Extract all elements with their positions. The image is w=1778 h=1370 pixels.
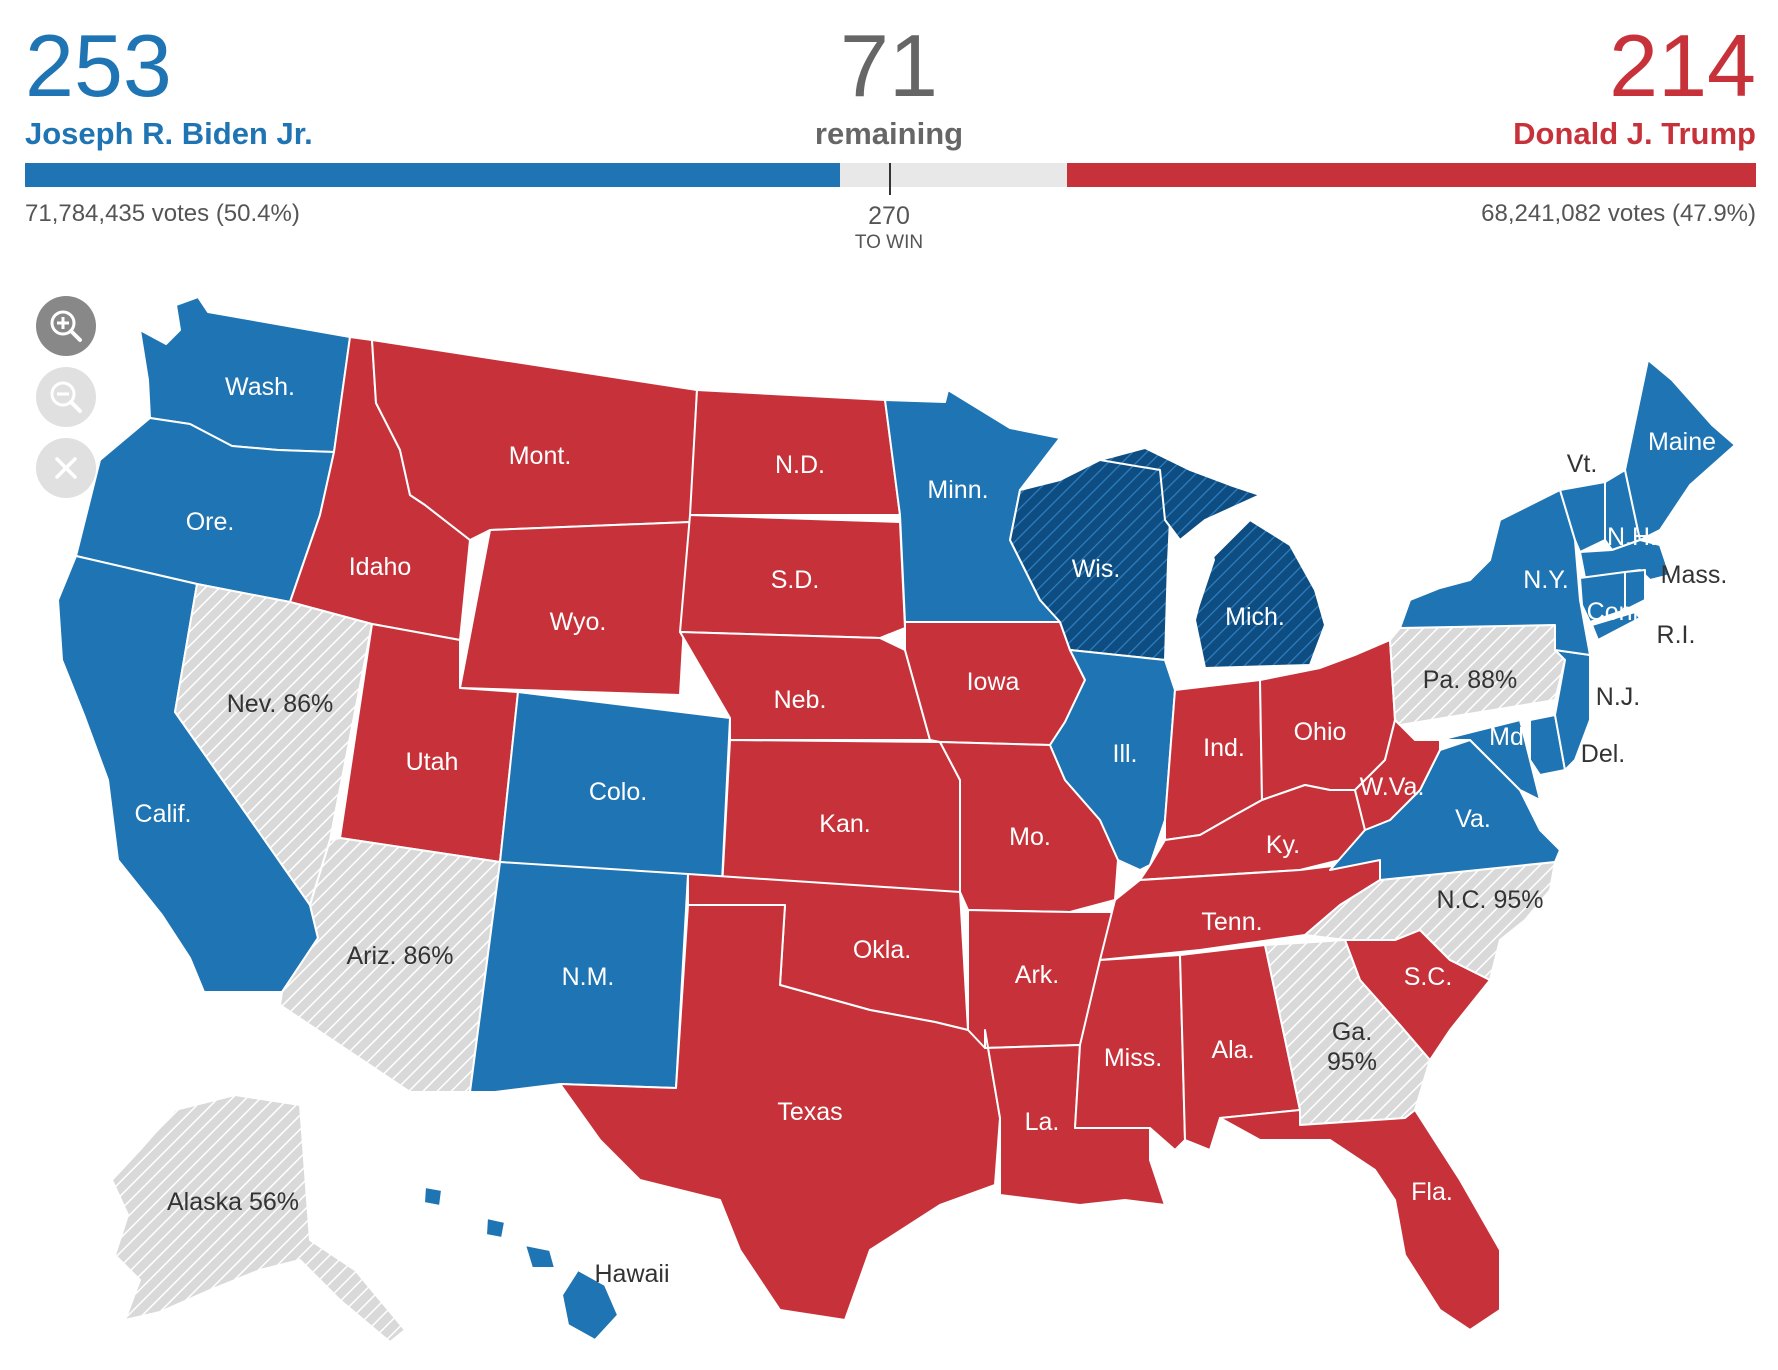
label-nm: N.M.	[562, 963, 615, 991]
state-ri[interactable]	[1624, 569, 1646, 611]
state-hawaii-maui[interactable]	[524, 1244, 556, 1269]
state-long-island[interactable]	[1591, 611, 1641, 641]
label-wis: Wis.	[1072, 555, 1121, 583]
state-texas[interactable]	[559, 904, 1001, 1321]
trump-progress-bar	[1067, 163, 1756, 187]
state-md[interactable]	[1439, 719, 1541, 801]
label-neb: Neb.	[774, 686, 827, 714]
label-del: Del.	[1581, 740, 1625, 768]
remaining-progress-bar	[840, 163, 1067, 187]
label-ariz: Ariz. 86%	[347, 942, 454, 970]
state-hawaii-kauai[interactable]	[423, 1186, 443, 1207]
state-mich-upper[interactable]	[1099, 447, 1261, 541]
label-conn: Conn.	[1587, 598, 1654, 626]
label-alaska: Alaska 56%	[167, 1188, 299, 1216]
state-vt[interactable]	[1559, 481, 1606, 553]
state-fla[interactable]	[1219, 1109, 1501, 1331]
biden-progress-bar	[25, 163, 840, 187]
label-utah: Utah	[406, 748, 459, 776]
label-idaho: Idaho	[349, 553, 412, 581]
label-mass: Mass.	[1661, 561, 1728, 589]
label-ala: Ala.	[1211, 1036, 1254, 1064]
label-ri: R.I.	[1657, 621, 1696, 649]
label-tenn: Tenn.	[1201, 908, 1262, 936]
label-texas: Texas	[777, 1098, 842, 1126]
biden-name: Joseph R. Biden Jr.	[25, 116, 313, 151]
state-wva[interactable]	[1354, 719, 1441, 831]
biden-popular-votes: 71,784,435 votes (50.4%)	[25, 200, 300, 227]
zoom-out-button[interactable]	[36, 367, 96, 427]
biden-electoral-count: 253	[25, 16, 172, 115]
label-nev: Nev. 86%	[227, 690, 334, 718]
label-mont: Mont.	[509, 442, 572, 470]
label-ky: Ky.	[1266, 831, 1300, 859]
remaining-electoral-count: 71	[840, 16, 938, 115]
label-colo: Colo.	[589, 778, 647, 806]
label-sd: S.D.	[771, 566, 820, 594]
zoom-out-icon	[50, 381, 82, 413]
label-mich: Mich.	[1225, 603, 1285, 631]
trump-popular-votes: 68,241,082 votes (47.9%)	[1481, 200, 1756, 227]
label-calif: Calif.	[135, 800, 192, 828]
label-nh: N.H.	[1607, 523, 1657, 551]
label-miss: Miss.	[1104, 1044, 1162, 1072]
label-ohio: Ohio	[1294, 718, 1347, 746]
us-electoral-map: Wash. Ore. Calif. Idaho Mont. Wyo. Nev. …	[57, 296, 1736, 1343]
remaining-label: remaining	[814, 116, 964, 151]
close-icon	[55, 457, 77, 479]
label-ga-pct: 95%	[1327, 1048, 1377, 1076]
label-okla: Okla.	[853, 936, 911, 964]
label-nd: N.D.	[775, 451, 825, 479]
label-fla: Fla.	[1411, 1178, 1453, 1206]
label-ga-name: Ga.	[1332, 1018, 1372, 1046]
win-threshold-marker	[889, 163, 891, 195]
label-nj: N.J.	[1596, 683, 1640, 711]
zoom-in-button[interactable]	[36, 296, 96, 356]
state-nj[interactable]	[1554, 649, 1591, 771]
label-minn: Minn.	[927, 476, 988, 504]
label-ore: Ore.	[186, 508, 235, 536]
label-la: La.	[1025, 1108, 1060, 1136]
state-maine[interactable]	[1624, 359, 1736, 541]
zoom-in-icon	[50, 310, 82, 342]
trump-name: Donald J. Trump	[1513, 116, 1756, 151]
label-iowa: Iowa	[967, 668, 1020, 696]
label-ill: Ill.	[1113, 740, 1138, 768]
label-wash: Wash.	[225, 373, 295, 401]
state-sd[interactable]	[679, 514, 906, 639]
lake-michigan	[1168, 520, 1215, 662]
reset-zoom-button[interactable]	[36, 438, 96, 498]
state-wyo[interactable]	[459, 521, 691, 696]
label-mo: Mo.	[1009, 823, 1051, 851]
label-pa: Pa. 88%	[1423, 666, 1518, 694]
label-nc: N.C. 95%	[1437, 886, 1544, 914]
label-wva: W.Va.	[1360, 773, 1425, 801]
state-alaska[interactable]	[111, 1094, 406, 1343]
label-hawaii: Hawaii	[594, 1260, 669, 1288]
label-ny: N.Y.	[1523, 566, 1568, 594]
label-ind: Ind.	[1203, 734, 1245, 762]
label-maine: Maine	[1648, 428, 1716, 456]
state-hawaii-oahu[interactable]	[485, 1217, 506, 1239]
label-wyo: Wyo.	[550, 608, 607, 636]
win-threshold-value: 270	[868, 202, 910, 230]
label-md: Md.	[1489, 723, 1531, 751]
win-threshold-label: TO WIN	[854, 232, 924, 253]
state-conn[interactable]	[1579, 571, 1626, 623]
label-ark: Ark.	[1015, 961, 1059, 989]
state-mich[interactable]	[1194, 519, 1326, 669]
trump-electoral-count: 214	[1609, 16, 1756, 115]
state-hawaii[interactable]	[561, 1269, 619, 1341]
label-kan: Kan.	[819, 810, 870, 838]
label-vt: Vt.	[1567, 450, 1598, 478]
state-del[interactable]	[1529, 714, 1566, 776]
label-sc: S.C.	[1404, 963, 1453, 991]
label-va: Va.	[1455, 805, 1491, 833]
